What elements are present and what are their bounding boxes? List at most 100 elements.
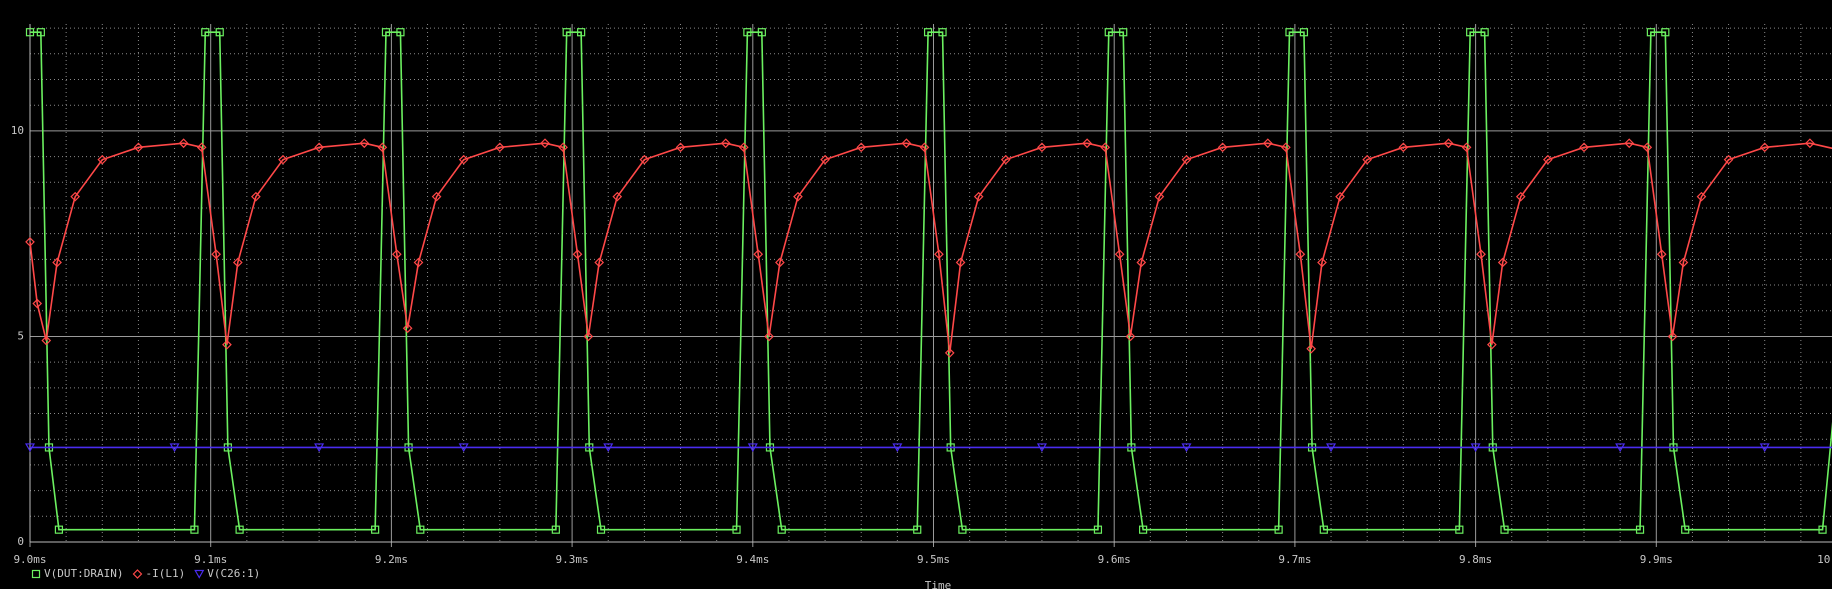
marker bbox=[494, 142, 505, 153]
marker bbox=[402, 323, 413, 334]
marker bbox=[1480, 28, 1489, 37]
marker bbox=[1805, 138, 1815, 149]
marker bbox=[913, 525, 922, 534]
marker bbox=[919, 142, 930, 153]
marker bbox=[1100, 142, 1111, 153]
legend-marker bbox=[132, 569, 143, 579]
marker bbox=[232, 257, 243, 268]
marker bbox=[747, 443, 758, 453]
marker bbox=[1678, 257, 1689, 268]
legend-label: V(C26:1) bbox=[207, 567, 260, 580]
marker bbox=[892, 443, 903, 453]
marker bbox=[1497, 257, 1508, 268]
marker bbox=[25, 28, 35, 37]
marker bbox=[743, 28, 752, 37]
marker bbox=[973, 191, 984, 202]
marker bbox=[1082, 138, 1092, 149]
x-tick-label: 9.2ms bbox=[375, 553, 408, 566]
marker bbox=[938, 28, 947, 37]
legend-marker bbox=[31, 569, 41, 579]
series-line bbox=[29, 142, 1832, 353]
marker bbox=[775, 257, 785, 268]
marker bbox=[1500, 525, 1509, 534]
marker bbox=[572, 249, 583, 260]
x-tick-label: 9.9ms bbox=[1640, 553, 1673, 566]
marker bbox=[540, 138, 550, 149]
marker bbox=[381, 28, 391, 37]
x-tick-label: 9.4ms bbox=[736, 553, 769, 566]
marker bbox=[1624, 138, 1635, 149]
marker bbox=[52, 257, 62, 268]
x-tick-label: 9.0ms bbox=[13, 553, 46, 566]
marker bbox=[1217, 142, 1228, 153]
marker bbox=[1681, 525, 1690, 534]
legend-label: V(DUT:DRAIN) bbox=[44, 567, 123, 580]
marker bbox=[1000, 154, 1011, 165]
marker bbox=[24, 443, 36, 453]
marker bbox=[856, 142, 867, 153]
marker bbox=[1125, 331, 1136, 342]
marker bbox=[196, 142, 207, 153]
marker bbox=[215, 28, 224, 37]
legend-item: V(DUT:DRAIN) bbox=[31, 567, 123, 580]
marker bbox=[1615, 443, 1626, 453]
marker bbox=[1262, 138, 1273, 149]
marker bbox=[201, 28, 210, 37]
marker bbox=[1759, 142, 1770, 153]
marker bbox=[1696, 191, 1707, 202]
marker bbox=[923, 28, 933, 37]
marker bbox=[458, 443, 469, 453]
marker bbox=[1579, 142, 1589, 153]
marker bbox=[1515, 191, 1526, 202]
marker bbox=[603, 443, 614, 453]
marker bbox=[1543, 154, 1553, 165]
marker bbox=[413, 257, 424, 268]
marker bbox=[577, 28, 586, 37]
x-tick-label: 10.0ms bbox=[1817, 553, 1832, 566]
marker bbox=[934, 249, 944, 260]
marker bbox=[314, 142, 324, 153]
marker bbox=[639, 154, 650, 165]
marker bbox=[211, 249, 221, 260]
marker bbox=[558, 142, 568, 153]
marker bbox=[753, 249, 764, 260]
marker bbox=[1455, 525, 1464, 534]
marker bbox=[1114, 249, 1125, 260]
marker bbox=[1466, 28, 1475, 37]
marker bbox=[1656, 249, 1667, 260]
marker bbox=[1093, 525, 1103, 534]
marker bbox=[1139, 525, 1148, 534]
marker bbox=[777, 525, 786, 534]
marker bbox=[235, 525, 244, 534]
marker bbox=[738, 142, 749, 153]
marker bbox=[1759, 443, 1770, 453]
x-tick-label: 9.8ms bbox=[1459, 553, 1492, 566]
marker bbox=[1181, 154, 1192, 165]
marker bbox=[1818, 525, 1827, 534]
marker bbox=[1461, 142, 1472, 153]
marker bbox=[944, 348, 955, 358]
marker bbox=[169, 443, 180, 453]
legend-item: -I(L1) bbox=[132, 567, 185, 580]
marker bbox=[222, 339, 232, 350]
marker bbox=[1642, 142, 1653, 153]
marker bbox=[54, 525, 64, 534]
y-tick-label: 5 bbox=[17, 329, 24, 342]
marker bbox=[955, 257, 966, 268]
marker bbox=[1443, 138, 1454, 149]
marker bbox=[1398, 142, 1409, 153]
marker bbox=[1476, 249, 1486, 260]
y-tick-label: 0 bbox=[17, 535, 24, 548]
marker bbox=[562, 28, 571, 37]
x-tick-label: 9.5ms bbox=[917, 553, 950, 566]
marker bbox=[133, 142, 144, 153]
marker bbox=[1295, 249, 1306, 260]
marker bbox=[32, 298, 43, 309]
marker bbox=[41, 335, 52, 346]
marker bbox=[1335, 191, 1345, 202]
marker bbox=[764, 331, 774, 342]
marker bbox=[720, 138, 731, 149]
